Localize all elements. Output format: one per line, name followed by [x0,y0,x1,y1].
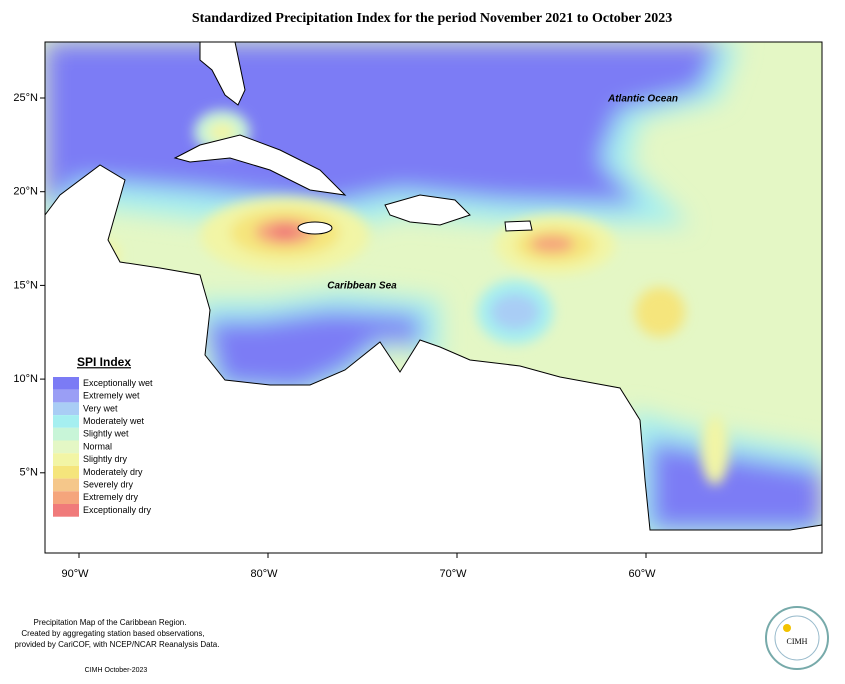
title: Standardized Precipitation Index for the… [192,11,672,26]
note: Precipitation Map of the Caribbean Regio… [34,618,187,627]
legend-label: Moderately wet [83,416,145,426]
legend-label: Severely dry [83,479,134,489]
spi-field [45,42,822,530]
legend-label: Slightly wet [83,429,129,439]
sea-label: Caribbean Sea [327,281,397,292]
lat-label: 5°N [20,467,39,479]
legend-swatch [53,415,79,428]
legend-swatch [53,504,79,517]
footer: Precipitation Map of the Caribbean Regio… [15,618,220,674]
lon-label: 70°W [439,568,467,580]
legend-swatch [53,491,79,504]
legend-swatch [53,465,79,479]
lon-label: 60°W [628,568,656,580]
legend-label: Extremely wet [83,391,140,401]
lat-label: 25°N [13,92,38,104]
legend-swatch [53,402,79,416]
legend-label: Extremely dry [83,492,139,502]
legend-label: Normal [83,441,112,451]
legend-swatch [53,377,79,390]
legend-swatch [53,440,79,454]
lon-label: 90°W [61,568,89,580]
legend-swatch [53,427,79,441]
legend: SPI Index Exceptionally wet Extremely wet… [50,350,162,522]
lat-label: 20°N [13,186,38,198]
legend-label: Exceptionally dry [83,505,152,515]
legend-swatch [53,478,79,492]
legend-label: Very wet [83,403,118,413]
legend-label: Exceptionally wet [83,378,153,388]
logo-text: CIMH [787,637,808,646]
legend-label: Slightly dry [83,454,128,464]
legend-title: SPI Index [77,355,131,369]
legend-swatch [53,453,79,466]
note: provided by CariCOF, with NCEP/NCAR Rean… [15,640,220,649]
legend-swatch [53,389,79,403]
lat-label: 15°N [13,279,38,291]
lat-label: 10°N [13,373,38,385]
map-frame [44,41,823,554]
graticule: 25°N 20°N 15°N 10°N 5°N 90°W 80°W 70°W 60°W [13,92,656,580]
legend-label: Moderately dry [83,467,143,477]
lon-label: 80°W [250,568,278,580]
ocean-label: Atlantic Ocean [607,94,678,105]
logo: CIMH [765,606,829,670]
land [44,41,823,554]
note: Created by aggregating station based obs… [21,629,204,638]
credit: CIMH October-2023 [85,667,148,674]
